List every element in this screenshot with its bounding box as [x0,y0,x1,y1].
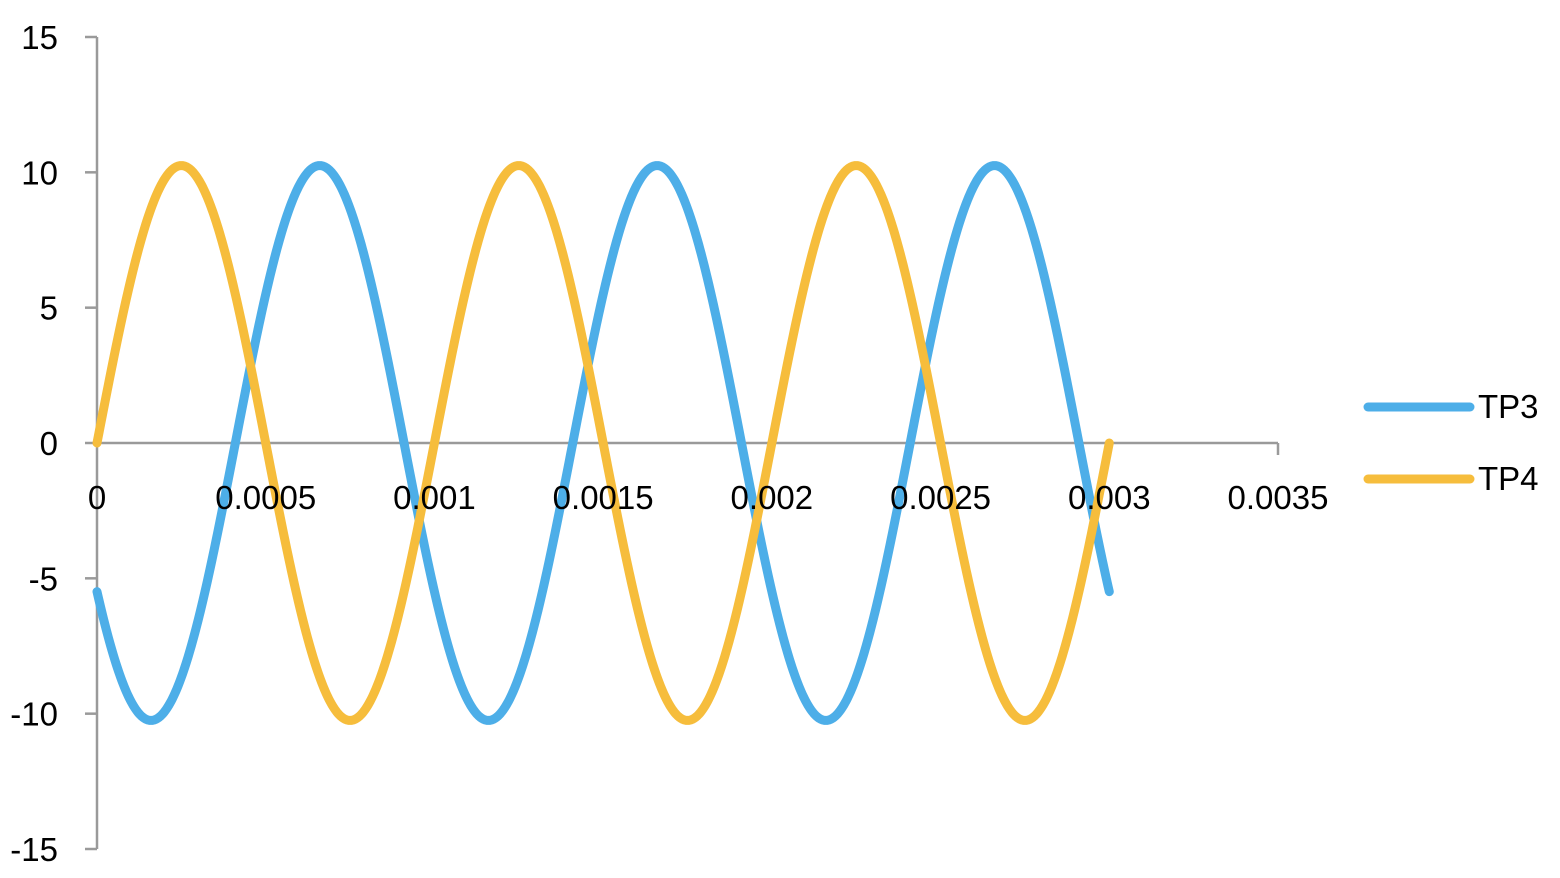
y-tick-label: -10 [10,696,58,733]
x-tick-label: 0.0005 [215,479,316,516]
y-tick-label: 10 [21,154,58,191]
legend-item-tp4: TP4 [1363,460,1539,497]
y-tick-label: -15 [10,831,58,868]
x-tick-label: 0 [88,479,106,516]
series-line-tp4 [92,161,1114,725]
x-tick-label: 0.003 [1068,479,1151,516]
y-tick-label: 5 [40,290,58,327]
x-tick-label: 0.0025 [890,479,991,516]
x-tick-label: 0.002 [731,479,814,516]
chart-legend: TP3 TP4 [1363,388,1539,497]
chart-series [92,161,1114,725]
x-tick-label: 0.0015 [553,479,654,516]
legend-label: TP3 [1478,388,1539,425]
y-axis-tick-labels: 15 10 5 0 -5 -10 -15 [10,19,58,868]
series-line-tp3 [92,161,1114,725]
y-tick-label: 15 [21,19,58,56]
x-axis-tick-labels: 0 0.0005 0.001 0.0015 0.002 0.0025 0.003 0.0035 [88,479,1329,516]
legend-label: TP4 [1478,460,1539,497]
x-tick-label: 0.001 [393,479,476,516]
legend-item-tp3: TP3 [1363,388,1539,425]
y-tick-label: 0 [40,425,58,462]
y-tick-label: -5 [29,560,58,597]
x-tick-label: 0.0035 [1228,479,1329,516]
